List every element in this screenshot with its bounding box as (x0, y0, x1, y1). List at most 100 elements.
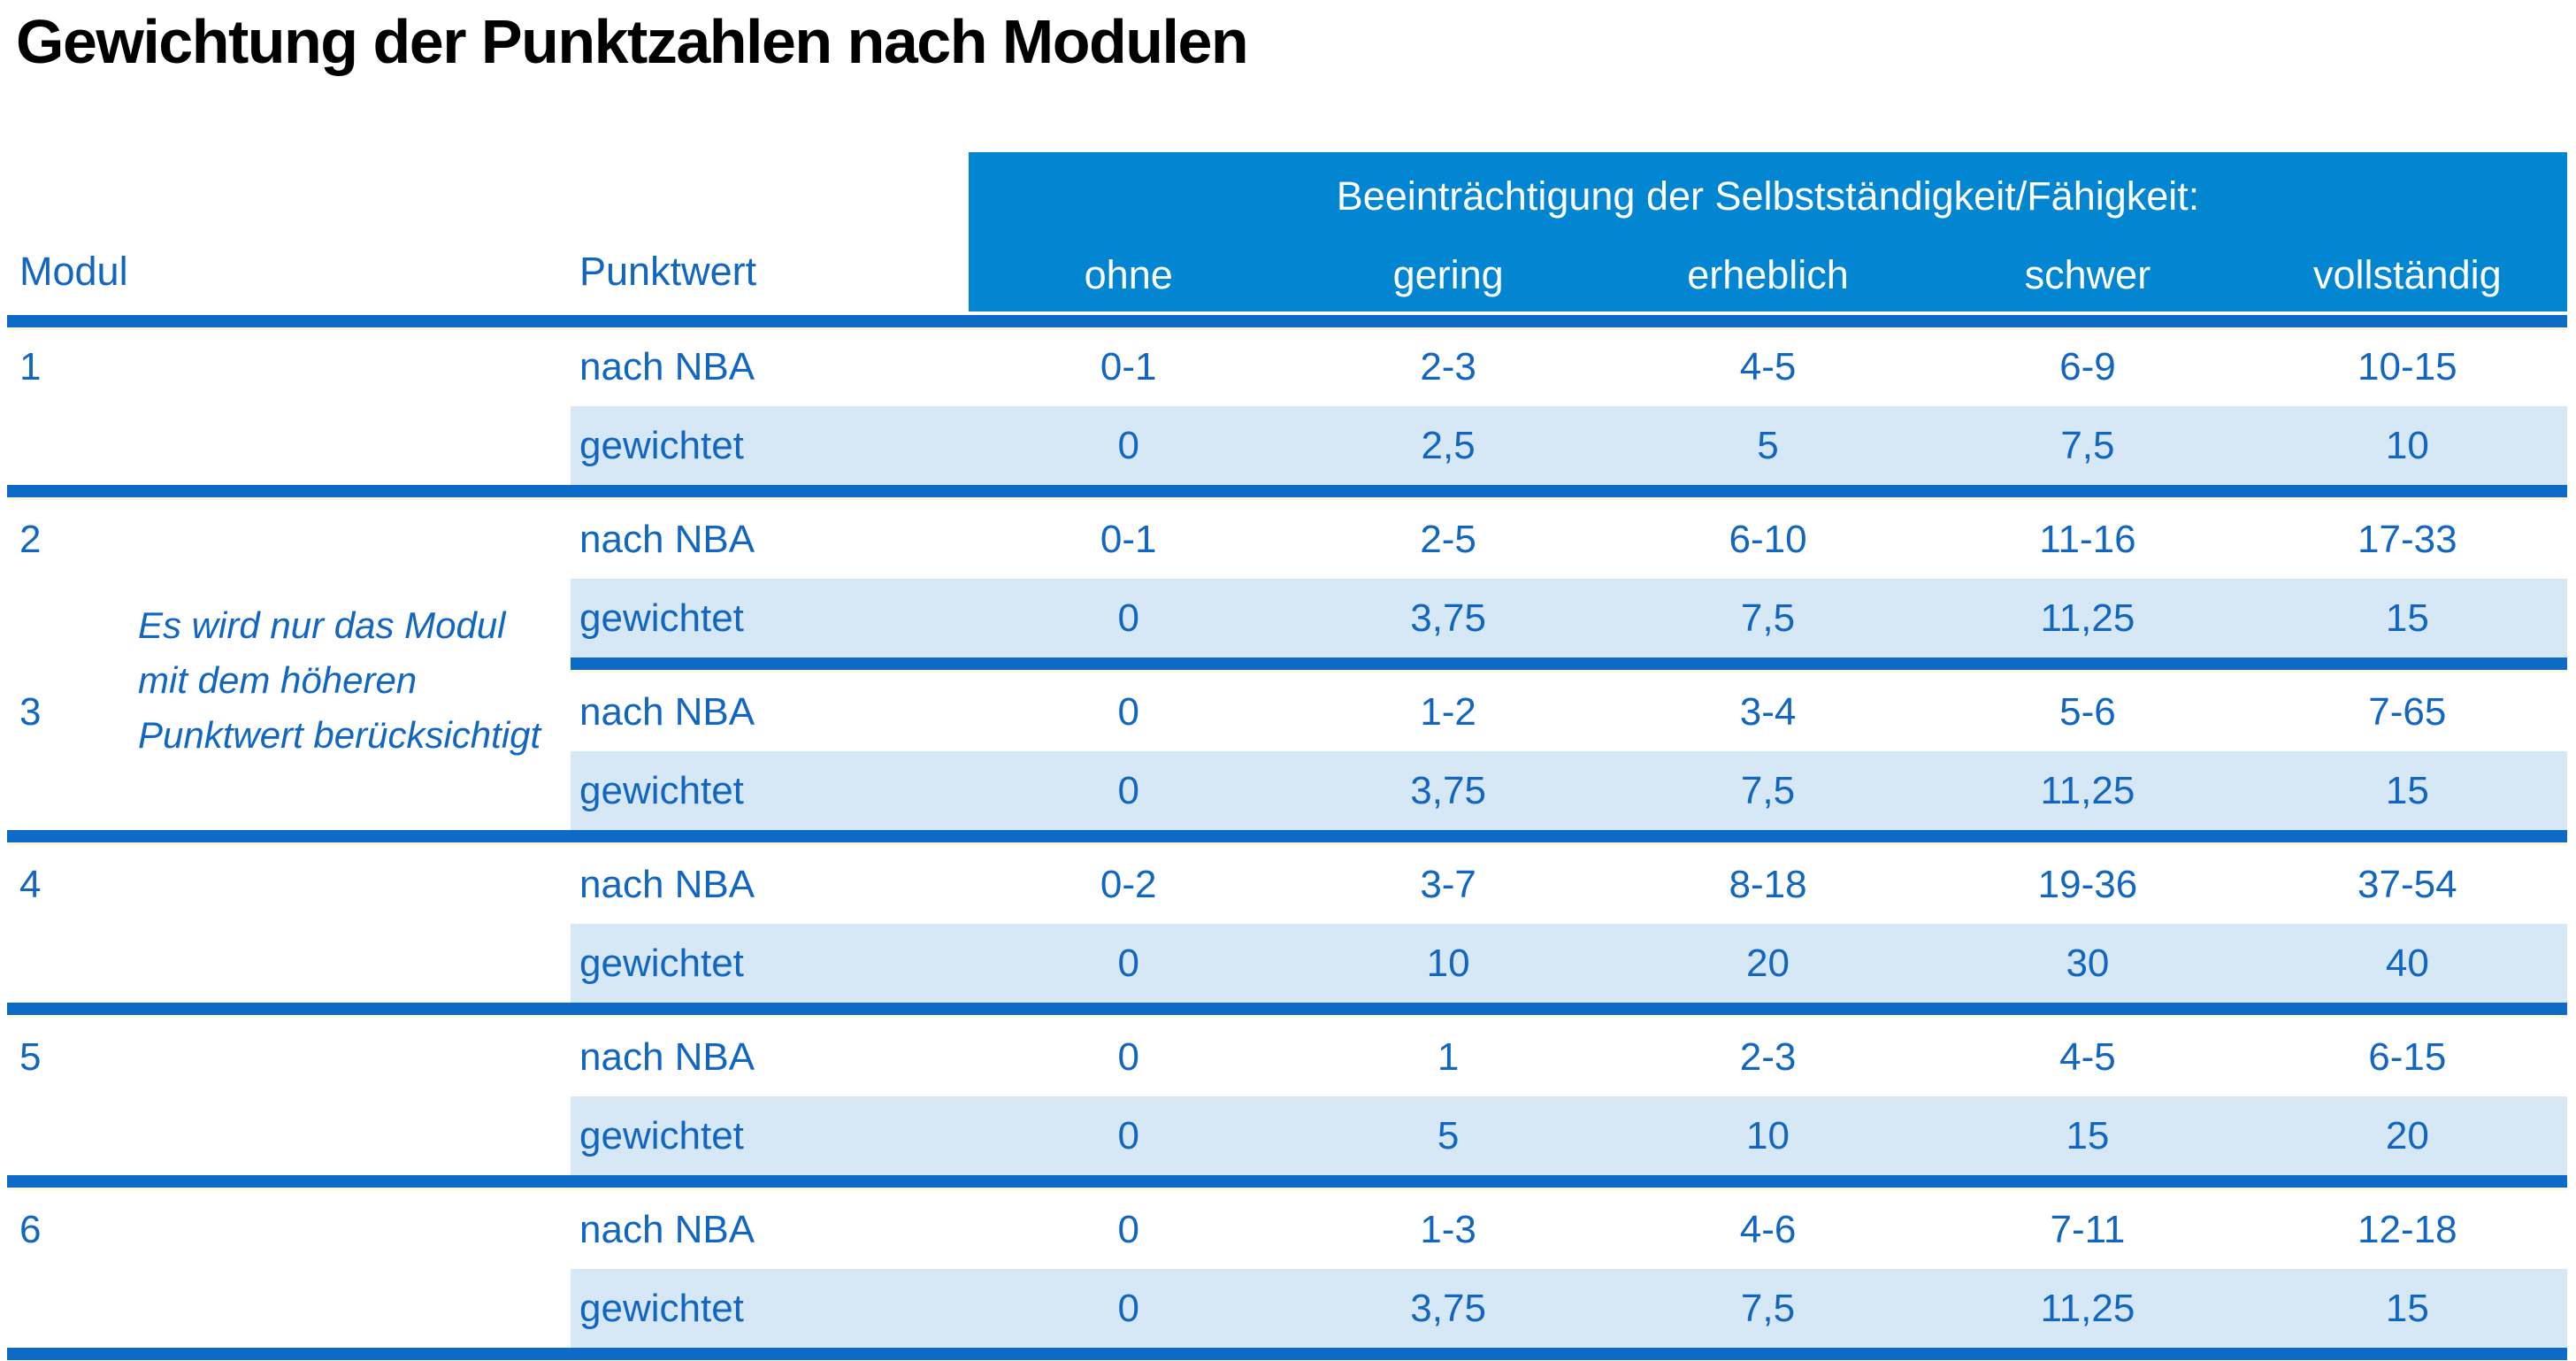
severity-columns: ohne gering erheblich schwer vollständig (969, 253, 2567, 297)
module-number: 1 (19, 344, 42, 388)
value-cell: 3-7 (1420, 862, 1476, 906)
module-1-row-nach-nba: 1 nach NBA 0-1 2-3 4-5 6-9 10-15 (0, 327, 2567, 406)
note-line: mit dem höheren (138, 659, 418, 701)
value-cell: 40 (2385, 941, 2429, 985)
severity-column-erheblich: erheblich (1687, 252, 1849, 297)
module-divider (571, 657, 2567, 673)
punktwert-type-label: gewichtet (579, 941, 744, 985)
value-cell: 19-36 (2037, 862, 2138, 906)
module-2-row-gewichtet: gewichtet 0 3,75 7,5 11,25 15 (0, 579, 2567, 657)
value-cell: 20 (2385, 1113, 2429, 1157)
value-cell: 12-18 (2358, 1207, 2457, 1251)
value-cell: 7,5 (1740, 596, 1796, 640)
punktwert-type-label: gewichtet (579, 1286, 744, 1330)
punktwert-type-label: nach NBA (579, 1207, 755, 1251)
value-cell: 1 (1437, 1034, 1460, 1079)
value-cell: 10 (2385, 423, 2429, 467)
value-cell: 15 (2385, 1286, 2429, 1330)
module-number: 2 (19, 517, 42, 561)
value-cell: 0 (1117, 1286, 1139, 1330)
value-cell: 7,5 (1740, 768, 1796, 812)
value-cell: 15 (2385, 596, 2429, 640)
weighted-cells: gewichtet 0 3,75 7,5 11,25 15 (571, 1269, 2567, 1348)
value-cell: 6-15 (2368, 1034, 2447, 1079)
punktwert-type-label: gewichtet (579, 1113, 744, 1157)
value-cell: 0-1 (1100, 344, 1157, 388)
value-cell: 5 (1757, 423, 1779, 467)
module-4-row-nach-nba: 4 nach NBA 0-2 3-7 8-18 19-36 37-54 (0, 845, 2567, 924)
value-cell: 0-2 (1100, 862, 1157, 906)
raw-cells: nach NBA 0-1 2-5 6-10 11-16 17-33 (571, 500, 2567, 579)
value-cell: 20 (1746, 941, 1790, 985)
raw-cells: nach NBA 0-2 3-7 8-18 19-36 37-54 (571, 845, 2567, 924)
weighted-cells: gewichtet 0 5 10 15 20 (571, 1096, 2567, 1175)
module-divider (7, 1348, 2567, 1361)
value-cell: 2-5 (1420, 517, 1476, 561)
header-rule (7, 315, 2567, 330)
value-cell: 37-54 (2358, 862, 2457, 906)
weighted-cells: gewichtet 0 3,75 7,5 11,25 15 (571, 579, 2567, 657)
module-5-row-gewichtet: gewichtet 0 5 10 15 20 (0, 1096, 2567, 1175)
value-cell: 10 (1746, 1113, 1790, 1157)
punktwert-type-label: nach NBA (579, 862, 755, 906)
module-2-3-note: Es wird nur das Modul mit dem höheren Punk… (138, 598, 540, 763)
module-3-row-nach-nba: 3 nach NBA 0 1-2 3-4 5-6 7-65 (0, 673, 2567, 751)
value-cell: 15 (2066, 1113, 2110, 1157)
note-line: Es wird nur das Modul (138, 604, 506, 646)
weighted-cells: gewichtet 0 10 20 30 40 (571, 924, 2567, 1003)
severity-column-vollständig: vollständig (2313, 252, 2502, 297)
module-divider (7, 830, 2567, 845)
group-header-band: Beeinträchtigung der Selbstständigkeit/F… (969, 152, 2567, 311)
value-cell: 8-18 (1729, 862, 1807, 906)
column-header-punktwert: Punktwert (579, 249, 757, 294)
value-cell: 3,75 (1410, 596, 1486, 640)
value-cell: 10 (1426, 941, 1470, 985)
value-cell: 0 (1117, 423, 1139, 467)
raw-cells: nach NBA 0 1-2 3-4 5-6 7-65 (571, 673, 2567, 751)
value-cell: 5 (1437, 1113, 1460, 1157)
value-cell: 0 (1117, 941, 1139, 985)
module-divider (7, 485, 2567, 500)
value-cell: 10-15 (2358, 344, 2457, 388)
value-cell: 7-65 (2368, 689, 2447, 734)
weighted-cells: gewichtet 0 2,5 5 7,5 10 (571, 406, 2567, 485)
module-3-row-gewichtet: gewichtet 0 3,75 7,5 11,25 15 (0, 751, 2567, 830)
module-number: 6 (19, 1207, 42, 1251)
raw-cells: nach NBA 0-1 2-3 4-5 6-9 10-15 (571, 327, 2567, 406)
severity-column-schwer: schwer (2024, 252, 2151, 297)
value-cell: 11-16 (2039, 517, 2136, 561)
table-body: 1 nach NBA 0-1 2-3 4-5 6-9 10-15 gewichtet 0 2,5 5… (0, 327, 2567, 1361)
value-cell: 15 (2385, 768, 2429, 812)
value-cell: 2-3 (1739, 1034, 1797, 1079)
module-divider (7, 1175, 2567, 1190)
value-cell: 3,75 (1410, 768, 1486, 812)
value-cell: 11,25 (2040, 768, 2135, 812)
value-cell: 1-3 (1420, 1207, 1476, 1251)
page-title: Gewichtung der Punktzahlen nach Modulen (16, 7, 1249, 76)
module-6-row-gewichtet: gewichtet 0 3,75 7,5 11,25 15 (0, 1269, 2567, 1348)
module-number: 4 (19, 862, 42, 906)
value-cell: 17-33 (2358, 517, 2457, 561)
punktwert-type-label: nach NBA (579, 344, 755, 388)
punktwert-type-label: gewichtet (579, 596, 744, 640)
value-cell: 2-3 (1420, 344, 1476, 388)
module-2-row-nach-nba: 2 nach NBA 0-1 2-5 6-10 11-16 17-33 (0, 500, 2567, 579)
module-divider (7, 1003, 2567, 1018)
punktwert-type-label: nach NBA (579, 689, 755, 734)
value-cell: 3,75 (1410, 1286, 1486, 1330)
value-cell: 7,5 (2060, 423, 2115, 467)
value-cell: 0 (1117, 768, 1139, 812)
value-cell: 3-4 (1739, 689, 1797, 734)
module-1-row-gewichtet: gewichtet 0 2,5 5 7,5 10 (0, 406, 2567, 485)
column-header-modul: Modul (19, 249, 128, 294)
punktwert-type-label: gewichtet (579, 423, 744, 467)
raw-cells: nach NBA 0 1-3 4-6 7-11 12-18 (571, 1190, 2567, 1269)
value-cell: 4-6 (1739, 1207, 1797, 1251)
value-cell: 0 (1117, 1207, 1139, 1251)
value-cell: 11,25 (2040, 1286, 2135, 1330)
punktwert-type-label: nach NBA (579, 1034, 755, 1079)
note-line: Punktwert berücksichtigt (138, 714, 541, 756)
module-6-row-nach-nba: 6 nach NBA 0 1-3 4-6 7-11 12-18 (0, 1190, 2567, 1269)
severity-column-ohne: ohne (1084, 252, 1173, 297)
